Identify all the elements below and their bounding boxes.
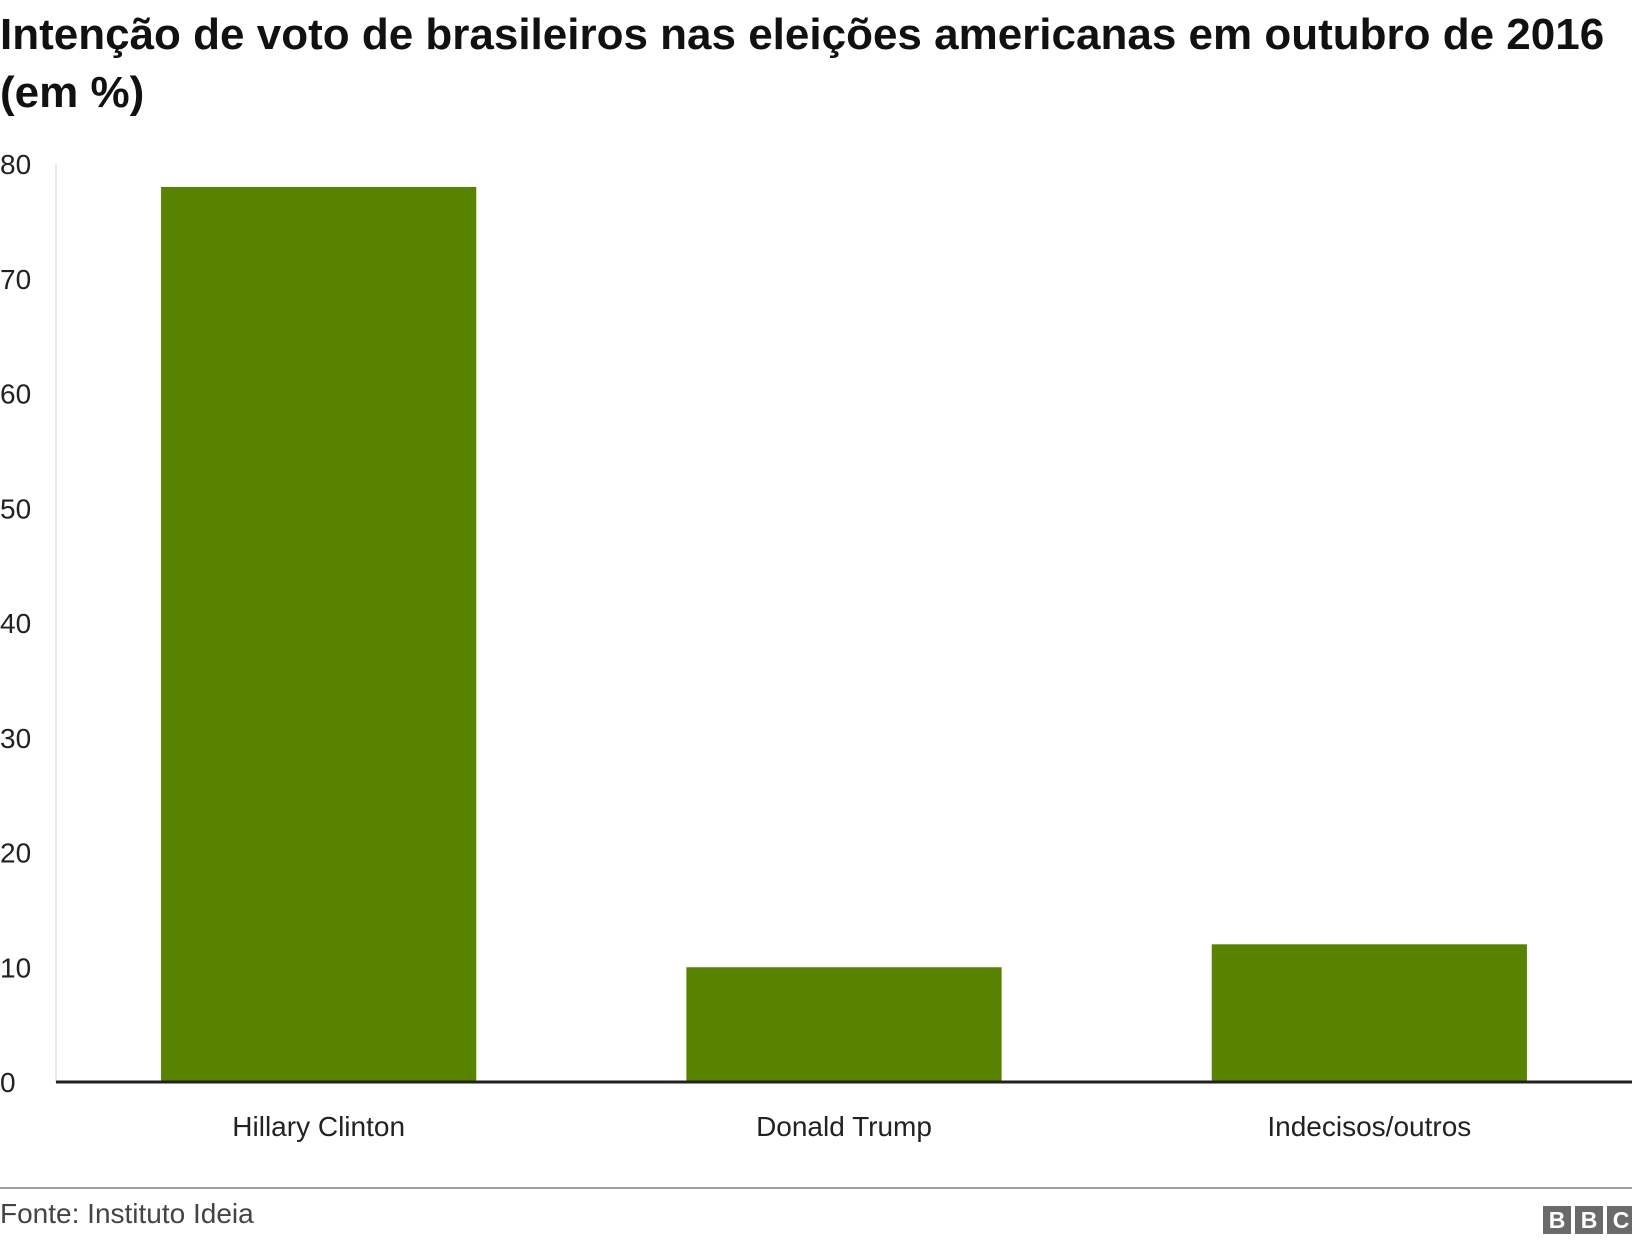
y-axis-ticks: 0 10 20 30 40 50 60 70 80	[0, 149, 31, 1098]
bar-chart: 0 10 20 30 40 50 60 70 80 Hillary Clinton Donald …	[0, 149, 1632, 1142]
logo-letter-c: C	[1607, 1206, 1632, 1234]
footer-divider	[0, 1187, 1632, 1189]
y-tick-label: 60	[0, 379, 31, 410]
x-tick-label: Donald Trump	[756, 1111, 932, 1142]
source-note: Fonte: Instituto Ideia	[0, 1198, 254, 1229]
y-tick-label: 10	[0, 952, 31, 983]
y-tick-label: 20	[0, 838, 31, 869]
y-tick-label: 40	[0, 608, 31, 639]
x-axis-labels: Hillary Clinton Donald Trump Indecisos/out…	[232, 1111, 1471, 1142]
chart-title: Intenção de voto de brasileiros nas elei…	[0, 10, 1605, 117]
bar	[686, 967, 1002, 1082]
y-tick-label: 0	[0, 1067, 16, 1098]
logo-letter-b1: B	[1543, 1206, 1571, 1234]
x-tick-label: Hillary Clinton	[232, 1111, 405, 1142]
y-tick-label: 50	[0, 493, 31, 524]
bars	[161, 186, 1527, 1082]
x-tick-label: Indecisos/outros	[1267, 1111, 1471, 1142]
bar	[1211, 944, 1527, 1082]
y-tick-label: 30	[0, 723, 31, 754]
bbc-logo: B B C	[1543, 1206, 1632, 1234]
y-tick-label: 70	[0, 264, 31, 295]
bar	[161, 186, 477, 1082]
logo-letter-b2: B	[1575, 1206, 1603, 1234]
y-tick-label: 80	[0, 149, 31, 180]
